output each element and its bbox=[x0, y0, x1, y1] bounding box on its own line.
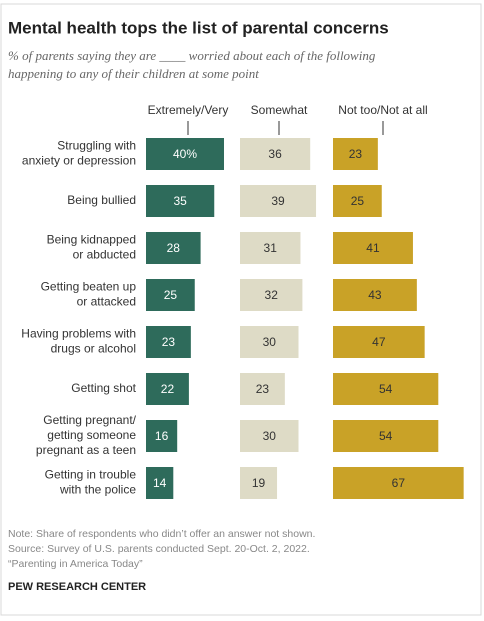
data-label: 36 bbox=[268, 147, 282, 161]
bar bbox=[146, 232, 201, 264]
category-label: Being bullied bbox=[67, 193, 136, 207]
subtitle: % of parents saying they are ____ worrie… bbox=[8, 48, 376, 63]
category-label: Getting pregnant/getting someone pregnant… bbox=[36, 413, 137, 457]
bar bbox=[146, 326, 191, 358]
bar bbox=[240, 232, 301, 264]
data-label: 19 bbox=[252, 476, 266, 490]
bar bbox=[240, 138, 311, 170]
bar bbox=[240, 467, 278, 499]
note: “Parenting in America Today” bbox=[8, 558, 143, 570]
data-label: 23 bbox=[349, 147, 363, 161]
data-label: 30 bbox=[263, 429, 277, 443]
bar bbox=[333, 138, 378, 170]
data-label: 28 bbox=[167, 241, 181, 255]
legend-label: Extremely/Very bbox=[148, 103, 229, 117]
source: PEW RESEARCH CENTER bbox=[8, 581, 146, 593]
bar bbox=[240, 420, 299, 452]
data-label: 23 bbox=[256, 382, 270, 396]
data-label: 23 bbox=[162, 335, 176, 349]
bar bbox=[240, 326, 299, 358]
data-label: 30 bbox=[263, 335, 277, 349]
data-label: 39 bbox=[271, 194, 285, 208]
bar bbox=[240, 279, 303, 311]
bar bbox=[333, 467, 464, 499]
note: Source: Survey of U.S. parents conducted… bbox=[8, 543, 310, 555]
data-label: 35 bbox=[173, 194, 187, 208]
data-label: 67 bbox=[392, 476, 406, 490]
data-label: 16 bbox=[155, 429, 169, 443]
bar bbox=[146, 185, 215, 217]
category-label: Getting shot bbox=[71, 381, 136, 395]
data-label: 22 bbox=[161, 382, 175, 396]
bar bbox=[333, 279, 417, 311]
category-label: Struggling with anxiety or depression bbox=[22, 139, 136, 168]
data-label: 41 bbox=[366, 241, 380, 255]
bar bbox=[333, 420, 439, 452]
data-label: 40% bbox=[173, 147, 197, 161]
chart-title: Mental health tops the list of parental … bbox=[8, 18, 389, 37]
data-label: 43 bbox=[368, 288, 382, 302]
bar bbox=[333, 373, 439, 405]
category-label: Getting beaten up or attacked bbox=[41, 280, 137, 309]
subtitle: happening to any of their children at so… bbox=[8, 66, 259, 81]
bar bbox=[146, 279, 195, 311]
legend-label: Somewhat bbox=[251, 103, 308, 117]
frame bbox=[0, 3, 482, 616]
data-label: 14 bbox=[153, 476, 167, 490]
note: Note: Share of respondents who didn’t of… bbox=[8, 528, 315, 540]
bar bbox=[333, 185, 382, 217]
bar bbox=[333, 232, 413, 264]
data-label: 47 bbox=[372, 335, 386, 349]
bar bbox=[333, 326, 425, 358]
bar bbox=[240, 185, 317, 217]
bar bbox=[146, 373, 189, 405]
data-label: 54 bbox=[379, 429, 393, 443]
data-label: 32 bbox=[265, 288, 279, 302]
data-label: 54 bbox=[379, 382, 393, 396]
legend-label: Not too/Not at all bbox=[338, 103, 427, 117]
bar bbox=[146, 420, 178, 452]
category-label: Being kidnapped or abducted bbox=[47, 233, 136, 262]
data-label: 31 bbox=[264, 241, 278, 255]
data-label: 25 bbox=[351, 194, 365, 208]
bar bbox=[240, 373, 285, 405]
category-label: Having problems with drugs or alcohol bbox=[21, 327, 136, 356]
data-label: 25 bbox=[164, 288, 178, 302]
category-label: Getting in trouble with the police bbox=[45, 468, 137, 497]
bar bbox=[146, 467, 174, 499]
bar bbox=[146, 138, 224, 170]
